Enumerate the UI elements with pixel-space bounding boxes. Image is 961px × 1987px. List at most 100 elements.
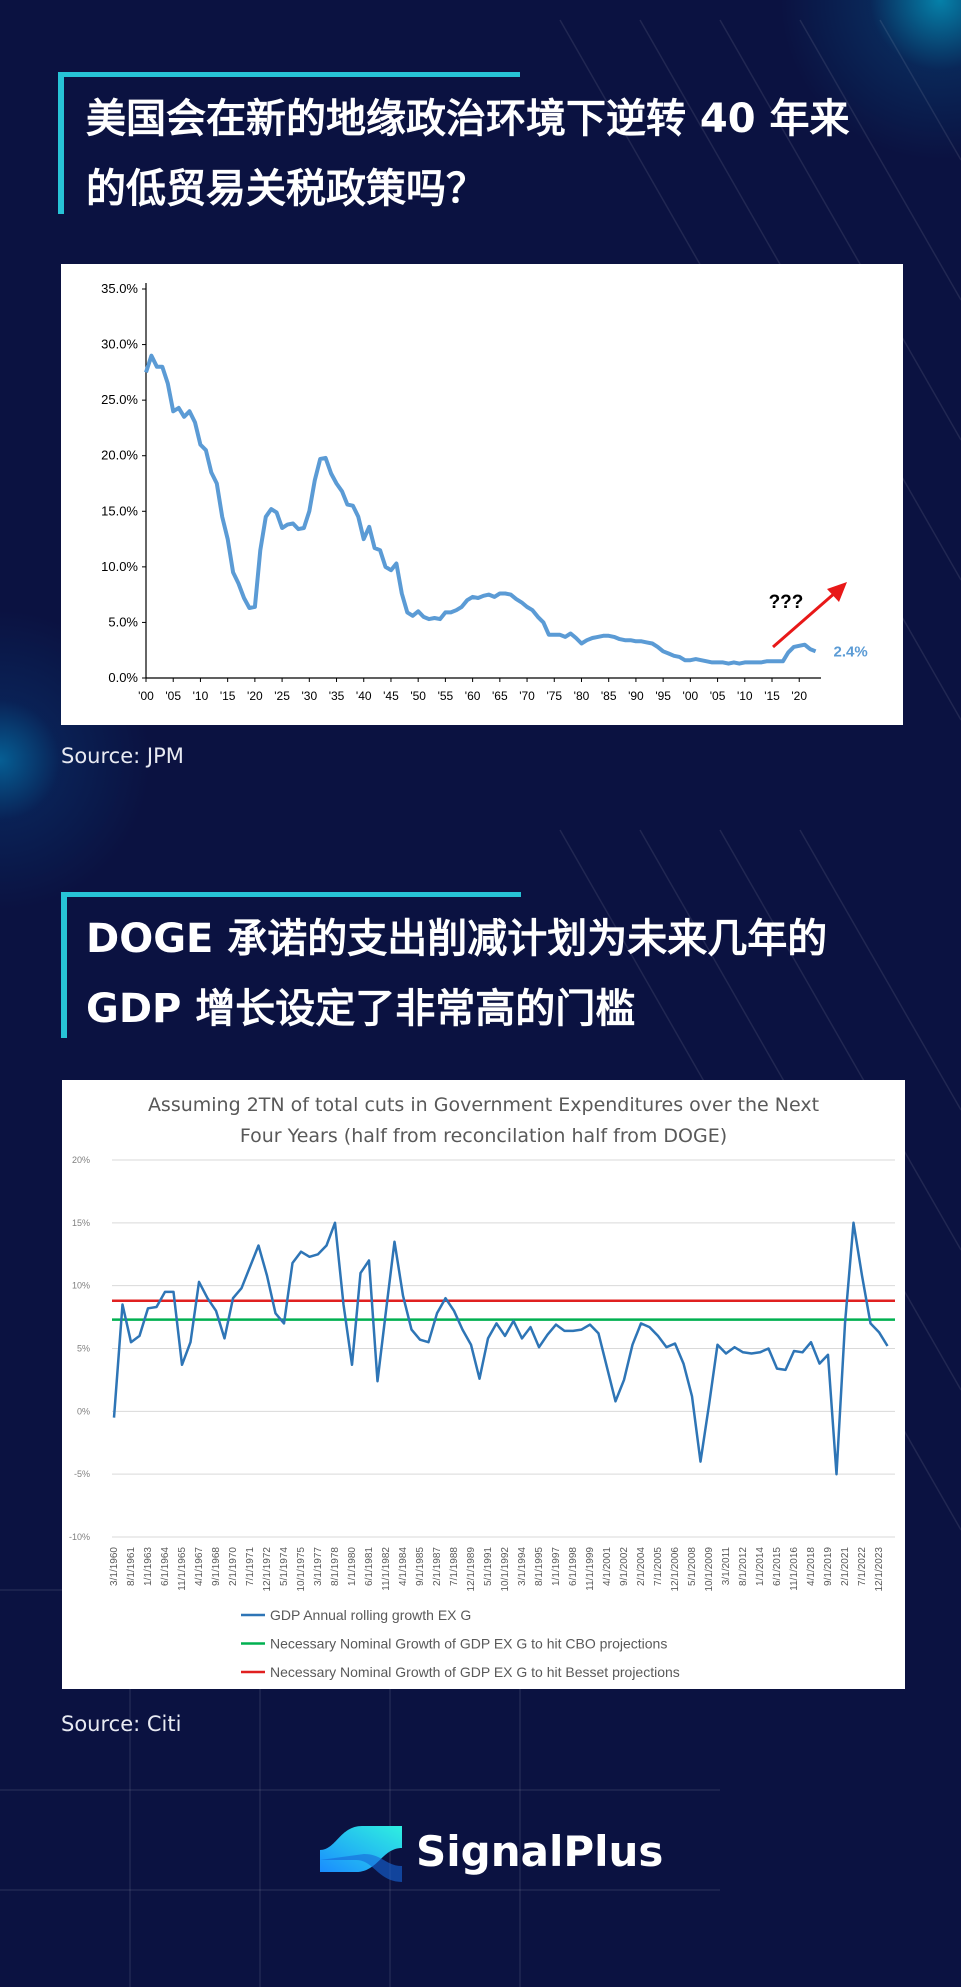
brand-logo xyxy=(320,1826,402,1882)
y-tick-label: 10% xyxy=(72,1281,90,1291)
x-tick-label: '25 xyxy=(274,689,290,703)
heading-accent xyxy=(58,72,520,77)
x-tick-label: 5/1/1991 xyxy=(483,1547,494,1586)
annotation-arrowhead xyxy=(827,582,847,602)
y-tick-label: 25.0% xyxy=(101,392,138,407)
x-tick-label: 7/1/1971 xyxy=(245,1547,256,1586)
x-tick-label: '70 xyxy=(519,689,535,703)
annotation: ??? xyxy=(769,592,804,613)
x-tick-label: '35 xyxy=(329,689,345,703)
legend-label: Necessary Nominal Growth of GDP EX G to … xyxy=(270,1636,667,1652)
x-tick-label: 1/1/1997 xyxy=(551,1547,562,1586)
x-tick-label: 5/1/1974 xyxy=(279,1547,290,1586)
x-tick-label: 8/1/2012 xyxy=(738,1547,749,1586)
x-tick-label: '50 xyxy=(410,689,426,703)
x-tick-label: 2/1/2004 xyxy=(636,1547,647,1586)
data-label: 2.4% xyxy=(834,643,868,660)
x-tick-label: 9/1/1985 xyxy=(415,1547,426,1586)
x-tick-label: '00 xyxy=(683,689,699,703)
y-tick-label: 20% xyxy=(72,1155,90,1165)
x-tick-label: '80 xyxy=(574,689,590,703)
x-tick-label: '65 xyxy=(492,689,508,703)
annotation-arrow xyxy=(772,590,837,649)
x-tick-label: 2/1/2021 xyxy=(840,1547,851,1586)
heading-accent xyxy=(61,892,67,1038)
x-tick-label: '60 xyxy=(465,689,481,703)
x-tick-label: 11/1/2016 xyxy=(789,1547,800,1591)
x-tick-label: '95 xyxy=(655,689,671,703)
x-tick-label: '05 xyxy=(165,689,181,703)
x-tick-label: '30 xyxy=(301,689,317,703)
y-tick-label: 0.0% xyxy=(108,670,138,685)
x-tick-label: '15 xyxy=(220,689,236,703)
x-tick-label: '10 xyxy=(193,689,209,703)
x-tick-label: 3/1/1994 xyxy=(517,1547,528,1586)
y-tick-label: -5% xyxy=(74,1469,90,1479)
x-tick-label: '40 xyxy=(356,689,372,703)
x-tick-label: 10/1/1992 xyxy=(500,1547,511,1592)
x-tick-label: 11/1/1999 xyxy=(585,1547,596,1591)
x-tick-label: '55 xyxy=(438,689,454,703)
legend-label: GDP Annual rolling growth EX G xyxy=(270,1607,471,1623)
x-tick-label: 8/1/1995 xyxy=(534,1547,545,1586)
x-tick-label: 4/1/2018 xyxy=(806,1547,817,1586)
x-tick-label: '20 xyxy=(791,689,807,703)
x-tick-label: 2/1/1970 xyxy=(228,1547,239,1586)
x-tick-label: '75 xyxy=(546,689,562,703)
x-tick-label: '00 xyxy=(138,689,154,703)
x-tick-label: 12/1/2023 xyxy=(874,1547,885,1592)
x-tick-label: 3/1/1977 xyxy=(313,1547,324,1586)
chart-title: Assuming 2TN of total cuts in Government… xyxy=(147,1094,820,1147)
data-line xyxy=(144,353,817,666)
x-tick-label: '90 xyxy=(628,689,644,703)
source: Source: JPM xyxy=(61,744,184,768)
x-tick-label: 6/1/1981 xyxy=(364,1547,375,1586)
chart-panel: 0.0% 5.0% 10.0% 15.0% 20.0% 25.0% 30.0% 35.0% '0… xyxy=(61,264,903,725)
x-tick-label: 1/1/1963 xyxy=(143,1547,154,1586)
x-tick-label: 10/1/2009 xyxy=(704,1547,715,1592)
x-tick-label: '20 xyxy=(247,689,263,703)
x-tick-label: 3/1/2011 xyxy=(721,1547,732,1586)
x-tick-label: 11/1/1982 xyxy=(381,1547,392,1591)
chart-title-wrap: Assuming 2TN of total cuts in Government… xyxy=(62,1090,905,1152)
y-tick-label: 20.0% xyxy=(101,448,138,463)
x-tick-label: 4/1/2001 xyxy=(602,1547,613,1586)
x-tick-label: 12/1/1989 xyxy=(466,1547,477,1592)
x-tick-label: 1/1/2014 xyxy=(755,1547,766,1586)
x-tick-label: '15 xyxy=(764,689,780,703)
x-tick-label: 9/1/2002 xyxy=(619,1547,630,1586)
x-tick-label: 8/1/1961 xyxy=(126,1547,137,1586)
x-tick-label: 4/1/1984 xyxy=(398,1547,409,1586)
x-tick-label: 3/1/1960 xyxy=(109,1547,120,1586)
y-tick-label: 10.0% xyxy=(101,559,138,574)
x-tick-label: 12/1/2006 xyxy=(670,1547,681,1592)
y-tick-label: 15% xyxy=(72,1218,90,1228)
x-tick-label: 9/1/1968 xyxy=(211,1547,222,1586)
x-tick-label: 9/1/2019 xyxy=(823,1547,834,1586)
y-tick-label: 35.0% xyxy=(101,281,138,296)
x-tick-label: 7/1/2022 xyxy=(857,1547,868,1586)
x-tick-label: '10 xyxy=(737,689,753,703)
y-tick-label: 0% xyxy=(77,1406,90,1416)
x-tick-label: '85 xyxy=(601,689,617,703)
x-tick-label: 7/1/1988 xyxy=(449,1547,460,1586)
y-tick-label: 5.0% xyxy=(108,614,138,629)
x-tick-label: 6/1/1998 xyxy=(568,1547,579,1586)
brand-name: SignalPlus xyxy=(416,1827,664,1876)
x-tick-label: 11/1/1965 xyxy=(177,1547,188,1591)
y-tick-label: 30.0% xyxy=(101,337,138,352)
x-tick-label: 7/1/2005 xyxy=(653,1547,664,1586)
x-tick-label: 4/1/1967 xyxy=(194,1547,205,1586)
heading-accent xyxy=(61,892,521,897)
chart: -10% -5% 0% 5% 10% 15% 20% 3/1/1960 8/1/1961 1/1/… xyxy=(69,1155,895,1680)
y-tick-label: -10% xyxy=(69,1532,90,1542)
heading: 美国会在新的地缘政治环境下逆转 40 年来的低贸易关税政策吗？ xyxy=(86,96,850,212)
x-tick-label: 2/1/1987 xyxy=(432,1547,443,1586)
heading-accent xyxy=(58,72,64,214)
data-line xyxy=(112,1221,889,1476)
x-tick-label: 8/1/1978 xyxy=(330,1547,341,1586)
x-tick-label: 5/1/2008 xyxy=(687,1547,698,1586)
source: Source: Citi xyxy=(61,1712,182,1736)
x-tick-label: 6/1/2015 xyxy=(772,1547,783,1586)
y-tick-label: 15.0% xyxy=(101,503,138,518)
